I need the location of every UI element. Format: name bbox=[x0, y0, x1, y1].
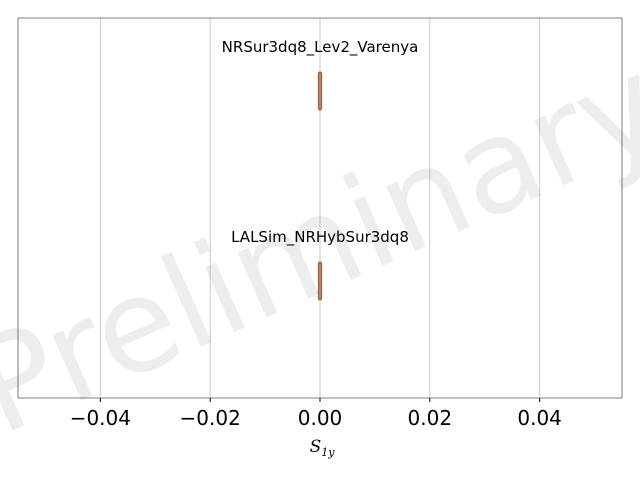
x-axis-label-subscript: 1y bbox=[321, 446, 335, 459]
x-tick-label: 0.04 bbox=[517, 406, 562, 430]
x-tick-label: −0.04 bbox=[70, 406, 131, 430]
series-labels: NRSur3dq8_Lev2_Varenya LALSim_NRHybSur3dq… bbox=[222, 38, 419, 247]
x-axis-label-main: S bbox=[310, 437, 322, 457]
x-axis: −0.04 −0.02 0.00 0.02 0.04 bbox=[70, 398, 562, 430]
series-label: NRSur3dq8_Lev2_Varenya bbox=[222, 38, 419, 57]
x-tick-label: −0.02 bbox=[180, 406, 241, 430]
series-label: LALSim_NRHybSur3dq8 bbox=[231, 228, 409, 247]
x-tick-label: 0.02 bbox=[408, 406, 453, 430]
x-tick-label: 0.00 bbox=[298, 406, 343, 430]
violins bbox=[317, 71, 323, 301]
x-axis-label: S1y bbox=[310, 437, 336, 459]
